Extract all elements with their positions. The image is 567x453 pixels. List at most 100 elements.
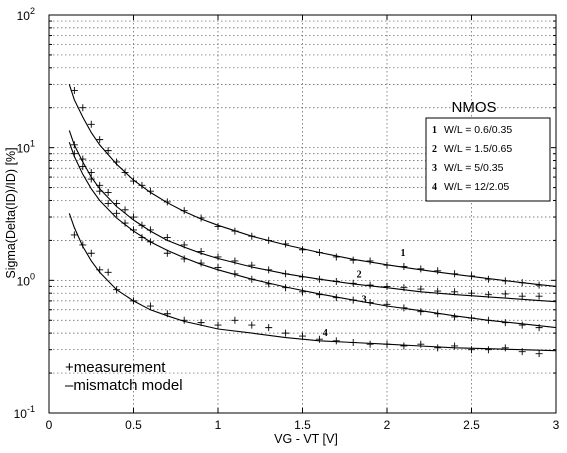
measurement-point-4	[282, 329, 290, 337]
measurement-point-4	[518, 348, 526, 356]
measurement-point-1	[332, 253, 340, 261]
legend-number-4: 4	[432, 182, 437, 193]
legend-entry-1: W/L = 0.6/0.35	[444, 124, 512, 136]
plot-background	[49, 15, 556, 413]
measurement-point-1	[518, 279, 526, 287]
measurement-point-2	[518, 292, 526, 300]
measurement-point-1	[248, 232, 256, 240]
measurement-point-3	[484, 316, 492, 324]
curve-labels: 1 2 3 4	[323, 248, 406, 339]
measurement-point-1	[180, 207, 188, 215]
measurement-point-1	[349, 256, 357, 264]
measurement-point-2	[231, 257, 239, 265]
measurement-point-3	[146, 238, 154, 246]
measurement-point-1	[265, 236, 273, 244]
measurement-point-2	[265, 266, 273, 274]
y-tick-label: 102	[17, 6, 35, 23]
y-tick-label: 100	[17, 271, 35, 288]
measurement-point-2	[104, 188, 112, 196]
measurement-point-3	[366, 299, 374, 307]
measurement-point-3	[265, 280, 273, 288]
measurement-point-4	[468, 346, 475, 354]
measurement-point-3	[248, 275, 256, 283]
y-tick-label: 10-1	[14, 404, 35, 421]
measurement-point-3	[417, 308, 425, 316]
measurement-point-3	[138, 234, 146, 242]
measurement-point-2	[79, 155, 87, 163]
measurement-point-4	[383, 340, 391, 348]
measurement-point-4	[451, 342, 459, 350]
measurement-point-4	[434, 344, 442, 352]
measurement-point-1	[214, 222, 222, 230]
measurement-point-4	[130, 297, 137, 305]
measurement-point-4	[180, 316, 188, 324]
plot-area: 1 2 3 4	[48, 14, 557, 414]
measurement-point-2	[113, 199, 121, 207]
measurement-point-1	[121, 168, 129, 176]
measurement-point-4	[231, 316, 239, 324]
measurement-point-3	[87, 175, 95, 183]
x-axis-label: VG - VT [V]	[274, 432, 338, 446]
measurement-point-3	[315, 291, 323, 299]
measurement-point-1	[383, 261, 391, 269]
legend-number-2: 2	[432, 144, 437, 155]
measurement-point-2	[87, 168, 95, 176]
measurement-point-1	[468, 272, 475, 280]
measurement-point-4	[501, 344, 509, 352]
curve-label-4: 4	[323, 328, 328, 339]
measurement-point-2	[535, 292, 543, 300]
measurement-point-4	[146, 302, 154, 310]
measurement-point-2	[163, 234, 171, 242]
measurement-point-2	[138, 221, 146, 229]
measurement-point-2	[70, 141, 78, 149]
x-tick-labels: 0 0.5 1 1.5 2 2.5 3	[46, 418, 560, 432]
measurement-point-3	[282, 284, 290, 292]
measurement-point-4	[79, 241, 87, 249]
measurement-point-4	[299, 332, 306, 340]
x-tick-label: 2.5	[463, 418, 480, 432]
measurement-point-2	[501, 290, 509, 298]
measurement-point-3	[332, 294, 340, 302]
measurement-point-3	[180, 255, 188, 263]
measurement-point-2	[130, 213, 137, 221]
measurement-point-3	[468, 314, 475, 322]
measurement-point-1	[451, 270, 459, 278]
measurement-point-1	[130, 177, 137, 185]
measurement-point-3	[518, 321, 526, 329]
measurement-point-1	[87, 120, 95, 128]
measurement-point-2	[121, 206, 129, 214]
measurement-point-1	[400, 263, 408, 271]
measurement-point-3	[79, 163, 87, 171]
x-tick-label: 1.5	[294, 418, 311, 432]
y-tick-labels: 10-1 100 101 102	[14, 6, 35, 421]
curve-label-1: 1	[401, 248, 406, 259]
measurement-point-2	[180, 241, 188, 249]
curve-label-2: 2	[357, 270, 362, 281]
measurement-point-1	[231, 227, 239, 235]
measurement-point-3	[400, 304, 408, 312]
annotation-mismatch-model: –mismatch model	[65, 377, 183, 394]
measurement-point-4	[197, 319, 205, 327]
measurement-point-4	[315, 335, 323, 343]
measurement-point-1	[96, 136, 104, 144]
x-tick-label: 0	[46, 418, 53, 432]
measurement-point-1	[484, 275, 492, 283]
x-tick-label: 2	[384, 418, 391, 432]
measurement-point-2	[451, 288, 459, 296]
measurement-point-1	[501, 277, 509, 285]
measurement-point-4	[248, 321, 256, 329]
measurement-point-1	[163, 198, 171, 206]
measurement-point-1	[434, 267, 442, 275]
annotations: +measurement –mismatch model	[65, 359, 183, 394]
measurement-point-4	[96, 266, 104, 274]
measurement-point-4	[332, 337, 340, 345]
measurement-point-3	[121, 219, 129, 227]
curve-label-3: 3	[362, 295, 367, 306]
measurement-point-3	[104, 199, 112, 207]
measurement-point-3	[113, 209, 121, 217]
measurement-point-4	[349, 338, 357, 346]
legend-number-1: 1	[432, 125, 437, 136]
measurement-point-1	[70, 86, 78, 94]
measurement-point-1	[282, 240, 290, 248]
measurement-point-2	[349, 279, 357, 287]
